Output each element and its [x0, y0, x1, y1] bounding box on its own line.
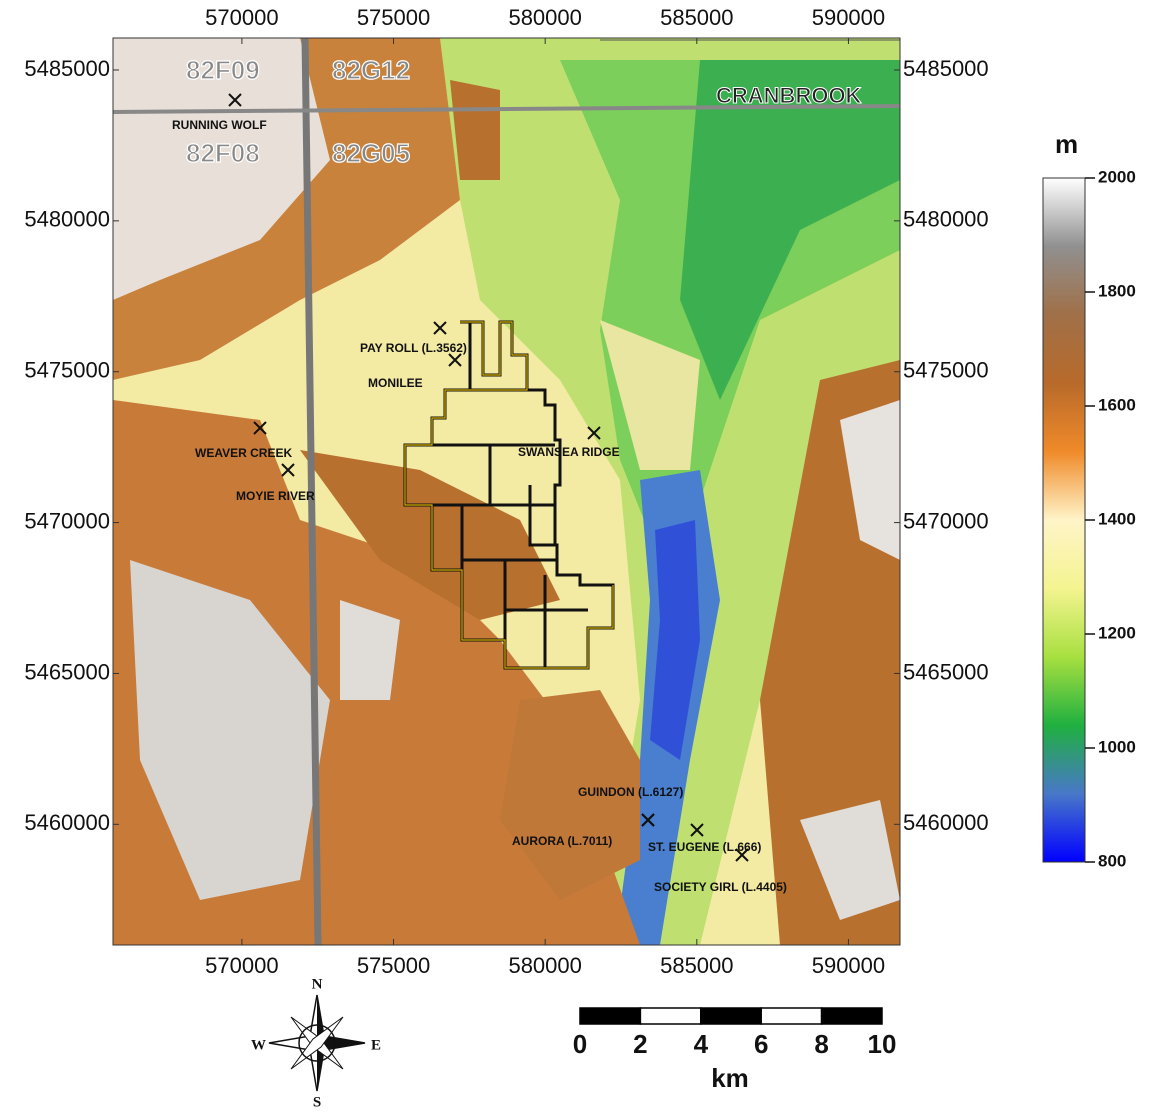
compass-e: E	[371, 1037, 381, 1053]
scale-label: 6	[754, 1029, 768, 1059]
place-label: SOCIETY GIRL (L.4405)	[654, 880, 787, 894]
y-tick-label: 5470000	[903, 508, 989, 533]
scale-label: 10	[868, 1029, 897, 1059]
scale-label: 8	[814, 1029, 828, 1059]
scale-label: 2	[633, 1029, 647, 1059]
compass-w: W	[251, 1037, 266, 1053]
place-label: WEAVER CREEK	[195, 446, 292, 460]
colorbar-tick-label: 1000	[1098, 737, 1136, 756]
place-label: GUINDON (L.6127)	[578, 785, 683, 799]
x-tick-label: 590000	[812, 953, 885, 978]
map-sheet-label: 82F08	[186, 138, 260, 168]
scale-segment	[640, 1008, 700, 1024]
compass-n: N	[312, 976, 323, 992]
place-label: RUNNING WOLF	[172, 118, 267, 132]
x-tick-label: 580000	[508, 5, 581, 30]
colorbar-tick-label: 1200	[1098, 623, 1136, 642]
y-tick-label: 5460000	[24, 810, 110, 835]
y-tick-label: 5485000	[903, 56, 989, 81]
y-tick-label: 5480000	[24, 207, 110, 232]
place-label: AURORA (L.7011)	[512, 834, 612, 848]
x-tick-label: 590000	[812, 5, 885, 30]
place-label: MOYIE RIVER	[236, 489, 315, 503]
x-tick-label: 585000	[660, 953, 733, 978]
y-tick-label: 5475000	[903, 358, 989, 383]
map-sheet-label: 82G05	[332, 138, 410, 168]
place-label: SWANSEA RIDGE	[518, 445, 620, 459]
scale-unit: km	[711, 1063, 749, 1093]
colorbar-tick-label: 800	[1098, 851, 1126, 870]
x-tick-label: 575000	[357, 953, 430, 978]
city-label: CRANBROOK	[716, 83, 862, 108]
y-tick-label: 5480000	[903, 207, 989, 232]
colorbar	[1043, 178, 1085, 862]
y-tick-label: 5460000	[903, 810, 989, 835]
x-tick-label: 575000	[357, 5, 430, 30]
colorbar-tick-label: 1400	[1098, 509, 1136, 528]
y-tick-label: 5475000	[24, 358, 110, 383]
place-label: MONILEE	[368, 376, 423, 390]
scale-segment	[701, 1008, 761, 1024]
map-figure: m N S E W km 570000 570000 575000 575000 580…	[0, 0, 1165, 1112]
colorbar-tick-label: 1800	[1098, 281, 1136, 300]
colorbar-tick-label: 2000	[1098, 167, 1136, 186]
x-tick-label: 570000	[205, 5, 278, 30]
colorbar-tick-label: 1600	[1098, 395, 1136, 414]
scale-segment	[822, 1008, 882, 1024]
compass-s: S	[313, 1094, 321, 1110]
map-sheet-label: 82F09	[186, 55, 260, 85]
y-tick-label: 5465000	[24, 659, 110, 684]
scale-segment	[761, 1008, 821, 1024]
colorbar-unit: m	[1055, 129, 1078, 159]
scale-label: 0	[573, 1029, 587, 1059]
x-tick-label: 580000	[508, 953, 581, 978]
y-tick-label: 5470000	[24, 508, 110, 533]
map-sheet-label: 82G12	[332, 55, 410, 85]
compass: N S E W	[251, 976, 381, 1110]
y-tick-label: 5485000	[24, 56, 110, 81]
scale-label: 4	[694, 1029, 709, 1059]
terrain	[113, 38, 900, 945]
x-tick-label: 570000	[205, 953, 278, 978]
x-tick-label: 585000	[660, 5, 733, 30]
y-tick-label: 5465000	[903, 659, 989, 684]
scale-segment	[580, 1008, 640, 1024]
place-label: PAY ROLL (L.3562)	[360, 341, 467, 355]
